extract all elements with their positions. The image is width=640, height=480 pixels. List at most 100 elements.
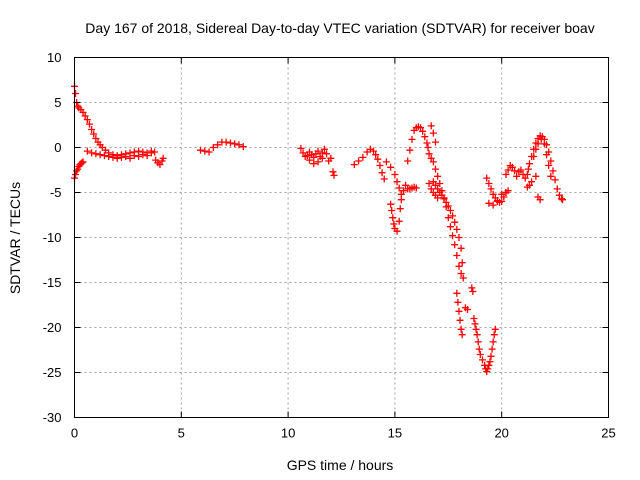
data-point	[491, 325, 499, 333]
data-point	[424, 144, 432, 151]
data-point	[498, 190, 506, 198]
data-point	[508, 163, 516, 171]
data-point	[402, 181, 410, 189]
data-point	[88, 126, 96, 133]
data-point	[126, 154, 134, 162]
data-point	[555, 191, 563, 199]
data-point	[547, 172, 555, 180]
data-point	[436, 180, 444, 187]
data-point	[78, 159, 86, 167]
data-point	[458, 259, 466, 267]
x-tick-label: 10	[281, 426, 295, 441]
data-point	[72, 171, 80, 178]
data-point	[310, 160, 318, 168]
data-point	[427, 185, 435, 193]
data-point	[226, 139, 234, 147]
data-point	[475, 345, 483, 353]
data-point	[85, 120, 93, 128]
data-point	[434, 194, 442, 202]
data-point	[431, 138, 439, 146]
data-point	[488, 345, 496, 353]
data-point	[380, 175, 388, 183]
data-point	[427, 154, 435, 162]
data-point	[537, 135, 545, 143]
x-tick-label: 5	[178, 426, 185, 441]
data-point	[330, 171, 338, 179]
data-point	[214, 141, 222, 149]
data-point	[489, 338, 497, 346]
data-point	[446, 207, 454, 214]
data-point	[471, 320, 479, 328]
data-point	[470, 315, 478, 322]
data-point	[549, 167, 557, 175]
y-tick-label: 5	[54, 95, 61, 110]
y-tick-label: -15	[43, 275, 62, 290]
data-point	[459, 274, 467, 282]
data-point	[438, 191, 446, 199]
data-point	[412, 184, 420, 192]
data-point	[525, 181, 533, 189]
data-point	[374, 155, 382, 163]
data-point	[442, 198, 450, 206]
data-point	[451, 218, 459, 226]
data-point	[209, 144, 217, 151]
data-point	[427, 122, 435, 130]
data-points	[71, 82, 567, 376]
data-point	[489, 190, 497, 198]
data-point	[449, 212, 457, 220]
data-point	[493, 198, 501, 205]
data-point	[79, 108, 87, 116]
data-point	[559, 196, 567, 204]
data-point	[109, 153, 117, 161]
data-point	[485, 361, 493, 369]
axis-ticks	[74, 57, 609, 418]
data-point	[355, 157, 363, 165]
data-point	[408, 135, 416, 143]
data-point	[545, 162, 553, 169]
data-point	[446, 223, 454, 231]
data-point	[423, 139, 431, 147]
x-tick-label: 15	[388, 426, 402, 441]
data-point	[487, 185, 495, 193]
data-point	[314, 158, 322, 166]
data-point	[483, 174, 491, 182]
data-point	[474, 338, 482, 346]
y-axis-label: SDTVAR / TECUs	[7, 182, 23, 294]
x-tick-label: 25	[601, 426, 615, 441]
data-point	[523, 171, 531, 178]
data-point	[534, 140, 542, 148]
data-point	[485, 199, 493, 207]
chart-title: Day 167 of 2018, Sidereal Day-to-day VTE…	[85, 20, 594, 36]
data-point	[451, 241, 459, 249]
data-point	[393, 227, 401, 235]
data-point	[444, 214, 452, 222]
data-point	[543, 151, 551, 159]
data-point	[429, 158, 437, 166]
data-point	[472, 325, 480, 333]
data-point	[425, 180, 433, 187]
data-point	[305, 156, 313, 164]
data-point	[489, 201, 497, 209]
x-axis-label: GPS time / hours	[287, 457, 394, 473]
data-point	[485, 180, 493, 187]
data-point	[205, 148, 213, 156]
data-point	[222, 138, 230, 146]
data-point	[487, 352, 495, 360]
data-point	[387, 200, 395, 208]
data-point	[551, 176, 559, 184]
data-point	[419, 127, 427, 135]
data-point	[521, 174, 529, 182]
y-tick-label: -20	[43, 320, 62, 335]
data-point	[323, 150, 331, 158]
data-point	[310, 153, 318, 161]
data-point	[239, 143, 247, 151]
data-point	[329, 168, 337, 176]
data-point	[88, 149, 96, 157]
data-point	[490, 331, 498, 339]
data-point	[92, 135, 100, 142]
data-point	[406, 146, 414, 154]
y-tick-label: 10	[47, 50, 61, 65]
data-point	[231, 140, 239, 148]
data-point	[431, 181, 439, 189]
